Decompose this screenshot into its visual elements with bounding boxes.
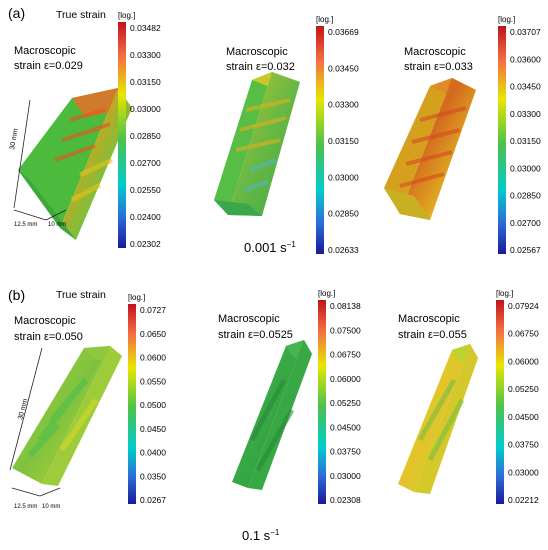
specimen-a2	[214, 72, 300, 216]
panel-a2-caption-line1: Macroscopic	[226, 46, 288, 58]
colorbar-tick-label: 0.07924	[508, 301, 539, 311]
colorbar-tick-label: 0.02850	[328, 209, 359, 219]
colorbar-tick-label: 0.04500	[508, 412, 539, 422]
height-dimension-text: 10 mm	[42, 504, 60, 510]
colorbar-b2-unit: [log.]	[318, 289, 335, 298]
colorbar-tick-label: 0.0550	[140, 376, 166, 386]
colorbar-tick-label: 0.03750	[330, 447, 361, 457]
colorbar-tick-label: 0.03000	[330, 471, 361, 481]
colorbar-tick-label: 0.02700	[510, 218, 541, 228]
specimen-b2	[232, 340, 312, 490]
colorbar-tick-label: 0.03150	[130, 77, 161, 87]
width-dimension-text: 12.5 mm	[14, 504, 37, 510]
height-dimension-text: 10 mm	[48, 222, 66, 228]
colorbar-tick-label: 0.02308	[330, 495, 361, 505]
colorbar-tick-label: 0.02302	[130, 239, 161, 249]
specimen-b1	[12, 346, 122, 486]
specimen-a3	[384, 78, 476, 220]
colorbar-tick-label: 0.02850	[510, 191, 541, 201]
panel-a3-caption-line1: Macroscopic	[404, 46, 466, 58]
colorbar-tick-label: 0.03450	[510, 82, 541, 92]
colorbar-tick-label: 0.0350	[140, 471, 166, 481]
colorbar-tick-label: 0.03000	[328, 172, 359, 182]
colorbar-tick-label: 0.03000	[510, 163, 541, 173]
dimension-annotations-a: 30 mm 12.5 mm 10 mm	[9, 99, 66, 228]
colorbar-tick-label: 0.03300	[510, 109, 541, 119]
colorbar-tick-label: 0.03600	[510, 54, 541, 64]
colorbar-tick-label: 0.0727	[140, 305, 166, 315]
row-a-rate: 0.001 s−1	[244, 240, 296, 255]
length-dimension-text: 30 mm	[17, 398, 29, 421]
colorbar-tick-label: 0.03707	[510, 27, 541, 37]
colorbar-b1: [log.] 0.0727 0.0650 0.0600 0.0550 0.0500 0.0…	[128, 293, 166, 505]
panel-b3-caption-line2: strain ε=0.055	[398, 329, 467, 341]
colorbar-b3-unit: [log.]	[496, 289, 513, 298]
colorbar-tick-label: 0.03000	[508, 467, 539, 477]
colorbar-b3: [log.] 0.07924 0.06750 0.06000 0.05250 0.045…	[496, 289, 539, 505]
panel-b2-caption-line1: Macroscopic	[218, 313, 280, 325]
panel-a2-caption-line2: strain ε=0.032	[226, 61, 295, 73]
colorbar-tick-label: 0.06000	[508, 356, 539, 366]
colorbar-tick-label: 0.02400	[130, 212, 161, 222]
colorbar-tick-label: 0.06000	[330, 374, 361, 384]
colorbar-tick-label: 0.08138	[330, 301, 361, 311]
colorbar-a2-unit: [log.]	[316, 15, 333, 24]
colorbar-tick-label: 0.02633	[328, 245, 359, 255]
colorbar-b2: [log.] 0.08138 0.07500 0.06750 0.06000 0.052…	[318, 289, 361, 505]
colorbar-tick-label: 0.02212	[508, 495, 539, 505]
colorbar-tick-label: 0.02550	[130, 185, 161, 195]
colorbar-tick-label: 0.07500	[330, 325, 361, 335]
colorbar-a1: [log.] 0.03482 0.03300 0.03150 0.03000 0.028…	[118, 11, 161, 249]
row-b-label: (b)	[8, 287, 25, 303]
colorbar-tick-label: 0.03300	[130, 50, 161, 60]
colorbar-tick-label: 0.03669	[328, 27, 359, 37]
colorbar-tick-label: 0.02700	[130, 158, 161, 168]
colorbar-tick-label: 0.03150	[328, 136, 359, 146]
colorbar-tick-label: 0.06750	[508, 329, 539, 339]
colorbar-tick-label: 0.05250	[508, 384, 539, 394]
specimen-b3	[398, 344, 478, 494]
panel-a3-caption-line2: strain ε=0.033	[404, 61, 473, 73]
colorbar-tick-label: 0.0650	[140, 329, 166, 339]
colorbar-tick-label: 0.02850	[130, 131, 161, 141]
colorbar-tick-label: 0.03150	[510, 136, 541, 146]
colorbar-tick-label: 0.03000	[130, 104, 161, 114]
colorbar-tick-label: 0.03750	[508, 440, 539, 450]
colorbar-tick-label: 0.0450	[140, 424, 166, 434]
colorbar-tick-label: 0.0600	[140, 353, 166, 363]
colorbar-tick-label: 0.03482	[130, 23, 161, 33]
colorbar-a1-unit: [log.]	[118, 11, 135, 20]
colorbar-a2: [log.] 0.03669 0.03450 0.03300 0.03150 0.030…	[316, 15, 359, 255]
colorbar-tick-label: 0.02567	[510, 245, 541, 255]
row-b-true-strain-label: True strain	[56, 289, 106, 301]
panel-b1-caption-line1: Macroscopic	[14, 315, 76, 327]
colorbar-tick-label: 0.03300	[328, 100, 359, 110]
colorbar-tick-label: 0.06750	[330, 350, 361, 360]
colorbar-b1-unit: [log.]	[128, 293, 145, 302]
row-a-true-strain-label: True strain	[56, 9, 106, 21]
panel-b1-caption-line2: strain ε=0.050	[14, 331, 83, 343]
panel-a1-caption-line2: strain ε=0.029	[14, 60, 83, 72]
colorbar-tick-label: 0.0267	[140, 495, 166, 505]
colorbar-a3: [log.] 0.03707 0.03600 0.03450 0.03300 0.031…	[498, 15, 541, 255]
colorbar-tick-label: 0.03450	[328, 63, 359, 73]
row-b-rate: 0.1 s−1	[242, 528, 280, 543]
colorbar-tick-label: 0.0500	[140, 400, 166, 410]
length-dimension-line	[13, 99, 31, 209]
row-a-label: (a)	[8, 5, 25, 21]
colorbar-tick-label: 0.04500	[330, 422, 361, 432]
panel-b2-caption-line2: strain ε=0.0525	[218, 329, 293, 341]
width-dimension-text: 12.5 mm	[14, 222, 37, 228]
specimen-a1	[18, 88, 132, 240]
panel-a1-caption-line1: Macroscopic	[14, 45, 76, 57]
colorbar-tick-label: 0.0400	[140, 448, 166, 458]
length-dimension-text: 30 mm	[9, 128, 20, 150]
panel-b3-caption-line1: Macroscopic	[398, 313, 460, 325]
colorbar-tick-label: 0.05250	[330, 398, 361, 408]
colorbar-a3-unit: [log.]	[498, 15, 515, 24]
